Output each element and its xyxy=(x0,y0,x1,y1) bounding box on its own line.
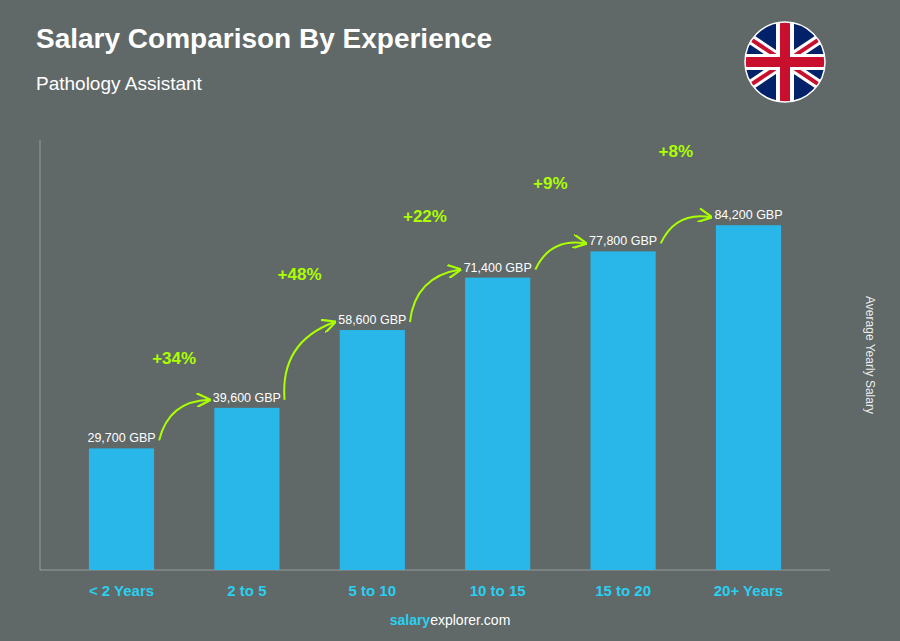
subtitle: Pathology Assistant xyxy=(36,73,203,94)
y-axis-label: Average Yearly Salary xyxy=(863,296,877,414)
bar xyxy=(590,251,655,570)
change-arrow xyxy=(410,270,460,322)
flag-diag xyxy=(725,22,845,102)
bar xyxy=(465,278,530,570)
flag xyxy=(725,22,845,102)
flag-body xyxy=(725,22,845,102)
flag-field xyxy=(725,22,845,102)
footer-bold: salary xyxy=(390,612,431,628)
change-arrow xyxy=(284,322,334,400)
x-tick-label: 20+ Years xyxy=(714,582,783,599)
chart: Salary Comparison By Experience Pathology… xyxy=(0,0,900,641)
flag-cross-red xyxy=(725,57,845,67)
flag-border xyxy=(745,22,825,102)
y-axis-line xyxy=(40,140,41,570)
x-tick-label: 2 to 5 xyxy=(227,582,266,599)
footer: salaryexplorer.com xyxy=(390,612,511,628)
annotation: +22% xyxy=(403,207,447,226)
annotation: +34% xyxy=(152,349,196,368)
data-label: 77,800 GBP xyxy=(589,234,657,248)
x-tick-label: 10 to 15 xyxy=(470,582,526,599)
bar xyxy=(89,448,154,570)
data-label: 84,200 GBP xyxy=(714,208,782,222)
flag-diag-red xyxy=(725,22,845,102)
data-label: 58,600 GBP xyxy=(338,313,406,327)
annotation: +9% xyxy=(533,174,568,193)
data-label: 71,400 GBP xyxy=(464,261,532,275)
x-tick-label: 15 to 20 xyxy=(595,582,651,599)
data-label: 39,600 GBP xyxy=(213,391,281,405)
data-label: 29,700 GBP xyxy=(87,431,155,445)
bars xyxy=(89,225,781,570)
flag-diag-red xyxy=(725,22,845,102)
x-tick-label: < 2 Years xyxy=(89,582,154,599)
annotation: +48% xyxy=(278,265,322,284)
x-tick-label: 5 to 10 xyxy=(349,582,397,599)
annotation: +8% xyxy=(659,142,694,161)
title: Salary Comparison By Experience xyxy=(36,23,492,54)
x-axis-line xyxy=(40,570,830,571)
change-arrow xyxy=(159,400,209,441)
bar xyxy=(214,408,279,570)
footer-plain: explorer.com xyxy=(430,612,510,628)
bar xyxy=(340,330,405,570)
flag-diag xyxy=(725,22,845,102)
background xyxy=(0,0,900,641)
change-arrow xyxy=(661,216,711,243)
bar xyxy=(716,225,781,570)
change-arrows xyxy=(159,216,711,440)
change-arrow xyxy=(535,242,585,269)
